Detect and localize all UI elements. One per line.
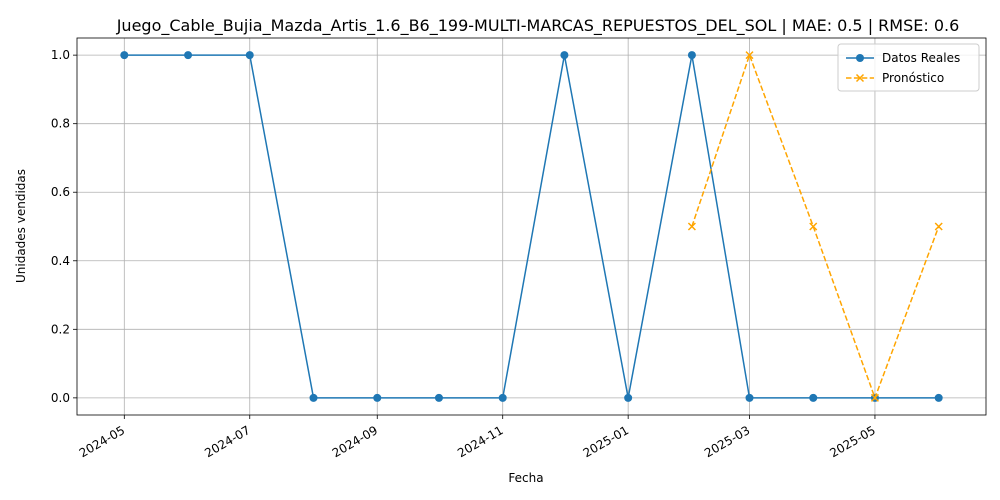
series-line-actual xyxy=(124,54,939,399)
legend-marker-actual xyxy=(856,54,864,62)
legend: Datos Reales Pronóstico xyxy=(837,43,980,92)
y-tick-label: 0.4 xyxy=(51,254,70,268)
data-point-actual xyxy=(934,393,943,402)
data-point-actual xyxy=(184,51,193,60)
data-point-actual xyxy=(120,51,129,60)
data-point-actual xyxy=(498,393,507,402)
data-point-actual xyxy=(560,51,569,60)
y-axis: 0.0 0.2 0.4 0.6 0.8 1.0 xyxy=(51,48,77,405)
series-layer xyxy=(120,51,943,402)
data-point-forecast xyxy=(687,222,696,231)
data-point-forecast xyxy=(745,51,754,60)
x-axis-label: Fecha xyxy=(508,471,543,485)
data-point-actual xyxy=(434,393,443,402)
legend-label-forecast: Pronóstico xyxy=(882,71,944,85)
y-tick-label: 0.0 xyxy=(51,391,70,405)
plot-frame xyxy=(76,37,987,416)
y-tick-label: 0.8 xyxy=(51,117,70,131)
data-point-actual xyxy=(687,51,696,60)
series-forecast xyxy=(687,51,943,402)
data-point-forecast xyxy=(809,222,818,231)
legend-box xyxy=(837,43,980,92)
data-point-actual xyxy=(309,393,318,402)
plot-area xyxy=(77,38,986,415)
chart-title: Juego_Cable_Bujia_Mazda_Artis_1.6_B6_199… xyxy=(116,16,960,36)
data-point-forecast xyxy=(934,222,943,231)
y-tick-label: 1.0 xyxy=(51,48,70,62)
data-point-actual xyxy=(245,51,254,60)
data-point-forecast xyxy=(870,393,879,402)
y-tick-label: 0.6 xyxy=(51,185,70,199)
legend-label-actual: Datos Reales xyxy=(882,51,960,65)
y-tick-label: 0.2 xyxy=(51,322,70,336)
data-point-actual xyxy=(624,393,633,402)
grid xyxy=(77,38,986,415)
data-point-actual xyxy=(809,393,818,402)
data-point-actual xyxy=(373,393,382,402)
data-point-actual xyxy=(745,393,754,402)
y-axis-label: Unidades vendidas xyxy=(14,169,28,283)
legend-marker-forecast xyxy=(855,73,865,83)
